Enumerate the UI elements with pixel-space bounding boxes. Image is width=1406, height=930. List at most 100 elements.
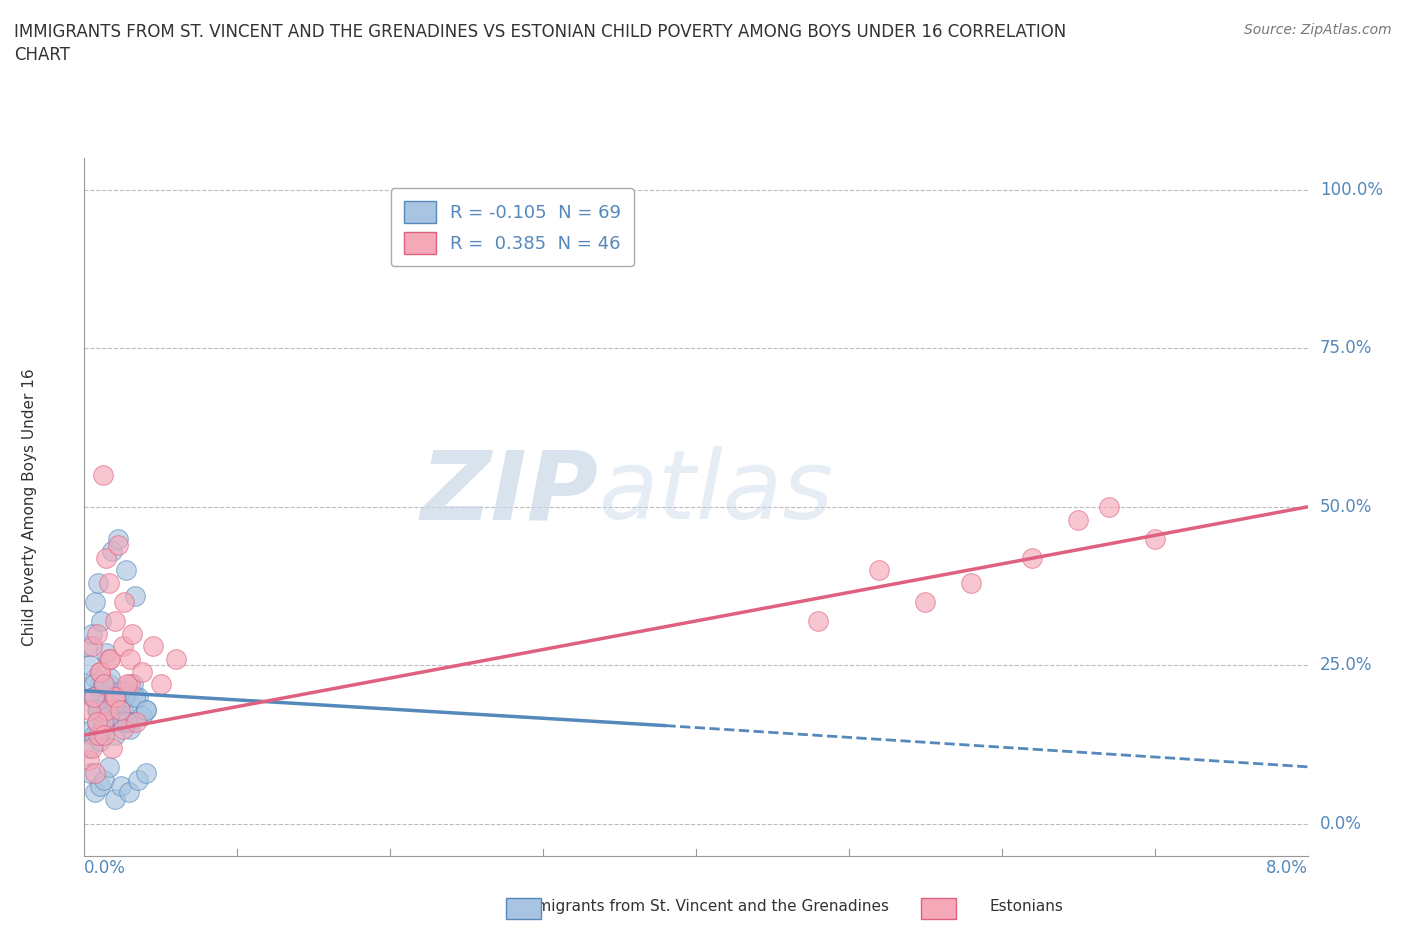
- Point: [104, 727, 127, 742]
- Text: 50.0%: 50.0%: [1320, 498, 1372, 516]
- Point: [121, 626, 143, 641]
- Point: [118, 785, 141, 800]
- Point: [110, 778, 132, 793]
- Point: [112, 594, 135, 609]
- Point: [83, 690, 105, 705]
- Point: [94, 551, 117, 565]
- Text: 75.0%: 75.0%: [1320, 339, 1372, 357]
- Point: [111, 702, 134, 717]
- Text: ZIP: ZIP: [420, 446, 598, 539]
- Point: [97, 677, 120, 692]
- Point: [98, 652, 121, 667]
- Point: [93, 677, 115, 692]
- Point: [80, 626, 103, 641]
- Point: [89, 734, 111, 749]
- Point: [135, 702, 157, 717]
- Point: [101, 684, 124, 698]
- Text: IMMIGRANTS FROM ST. VINCENT AND THE GRENADINES VS ESTONIAN CHILD POVERTY AMONG B: IMMIGRANTS FROM ST. VINCENT AND THE GREN…: [14, 23, 1066, 41]
- Point: [101, 740, 124, 755]
- Point: [96, 709, 118, 724]
- Point: [120, 722, 142, 737]
- Point: [84, 594, 107, 609]
- Point: [79, 765, 101, 780]
- Text: Child Poverty Among Boys Under 16: Child Poverty Among Boys Under 16: [22, 368, 37, 645]
- Point: [1021, 551, 1043, 565]
- Point: [80, 722, 103, 737]
- Point: [86, 626, 108, 641]
- Text: atlas: atlas: [598, 446, 834, 539]
- Text: CHART: CHART: [14, 46, 70, 64]
- Point: [104, 690, 127, 705]
- Point: [83, 690, 105, 705]
- Point: [98, 671, 121, 685]
- Point: [87, 576, 110, 591]
- Point: [125, 715, 148, 730]
- Point: [89, 677, 111, 692]
- Point: [97, 709, 120, 724]
- Point: [107, 531, 129, 546]
- Text: 100.0%: 100.0%: [1320, 180, 1384, 199]
- Point: [107, 690, 129, 705]
- Point: [108, 702, 131, 717]
- Text: 25.0%: 25.0%: [1320, 657, 1372, 674]
- Point: [86, 715, 108, 730]
- Point: [120, 652, 142, 667]
- Point: [104, 614, 127, 629]
- Point: [96, 702, 118, 717]
- Point: [91, 715, 114, 730]
- Point: [104, 696, 127, 711]
- Point: [111, 639, 134, 654]
- Point: [120, 677, 142, 692]
- Point: [110, 684, 132, 698]
- Point: [135, 702, 157, 717]
- Point: [80, 740, 103, 755]
- Point: [142, 639, 165, 654]
- Point: [112, 690, 135, 705]
- Point: [107, 538, 129, 552]
- Point: [108, 696, 131, 711]
- Text: 8.0%: 8.0%: [1265, 858, 1308, 877]
- Point: [149, 677, 172, 692]
- Point: [127, 690, 149, 705]
- Point: [104, 715, 127, 730]
- Point: [79, 702, 101, 717]
- Point: [124, 588, 146, 603]
- Point: [97, 760, 120, 775]
- Point: [91, 722, 114, 737]
- Point: [94, 645, 117, 660]
- Point: [77, 740, 100, 755]
- Point: [111, 715, 134, 730]
- Point: [76, 639, 98, 654]
- Point: [80, 639, 103, 654]
- Text: Estonians: Estonians: [990, 899, 1063, 914]
- Point: [124, 690, 146, 705]
- Point: [86, 702, 108, 717]
- Point: [96, 709, 118, 724]
- Point: [87, 702, 110, 717]
- Point: [104, 709, 127, 724]
- Point: [77, 753, 100, 768]
- Point: [91, 696, 114, 711]
- Point: [89, 664, 111, 679]
- Point: [122, 677, 145, 692]
- Point: [127, 772, 149, 787]
- Point: [93, 702, 115, 717]
- Point: [89, 778, 111, 793]
- Point: [1143, 531, 1166, 546]
- Point: [93, 727, 115, 742]
- Text: Source: ZipAtlas.com: Source: ZipAtlas.com: [1244, 23, 1392, 37]
- Point: [84, 671, 107, 685]
- Point: [86, 715, 108, 730]
- Point: [120, 696, 142, 711]
- Point: [131, 709, 153, 724]
- Point: [101, 544, 124, 559]
- Point: [90, 684, 112, 698]
- Point: [914, 594, 936, 609]
- Point: [94, 696, 117, 711]
- Point: [135, 765, 157, 780]
- Point: [1067, 512, 1090, 527]
- Point: [104, 690, 127, 705]
- Point: [79, 658, 101, 672]
- Text: Immigrants from St. Vincent and the Grenadines: Immigrants from St. Vincent and the Gren…: [517, 899, 889, 914]
- Point: [869, 563, 891, 578]
